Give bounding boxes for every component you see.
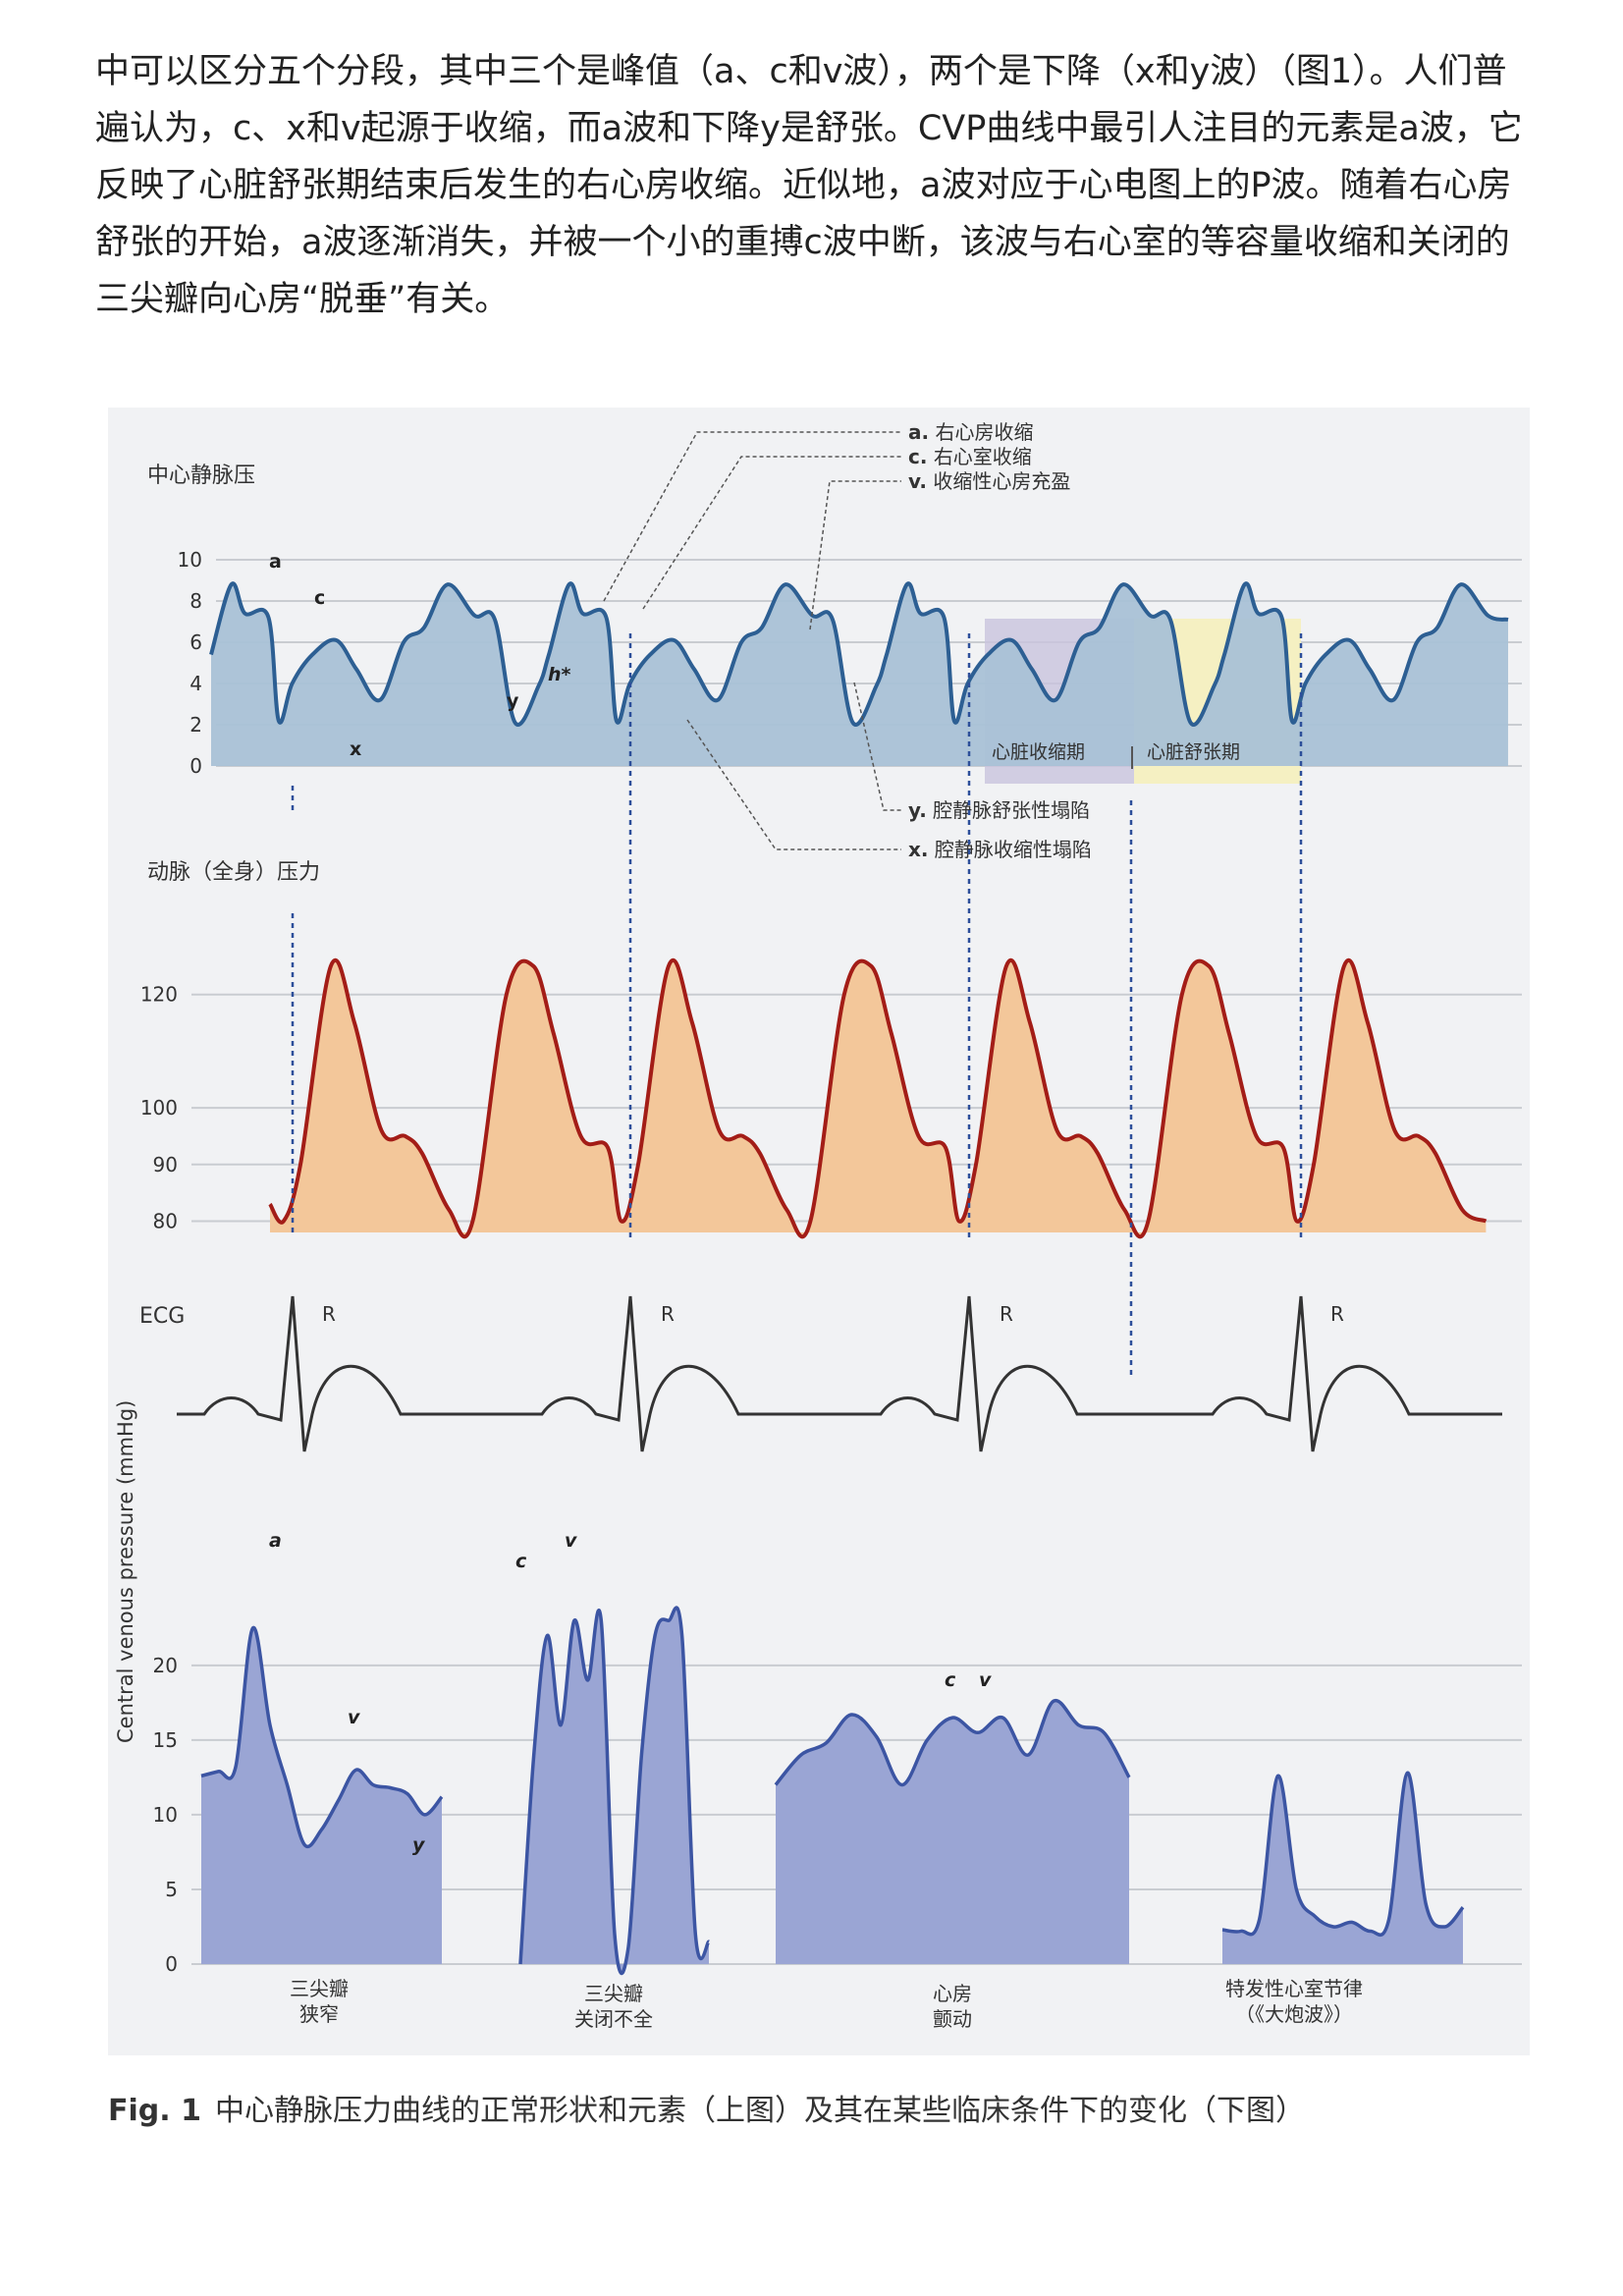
cvp-label-h: h* — [548, 664, 571, 685]
callout-v: v. 收缩性心房充盈 — [908, 469, 1070, 493]
clinical-curve-4 — [1221, 1771, 1465, 1938]
arterial-tick-2: 100 — [140, 1096, 178, 1120]
cvp-label-a: a — [269, 551, 282, 573]
callout-y-key: y. — [908, 798, 927, 822]
clinical-tick-1: 5 — [165, 1878, 178, 1901]
callout-c: c. 右心室收缩 — [908, 445, 1032, 468]
clin-label-c2: c — [945, 1669, 956, 1691]
body-paragraph: 中可以区分五个分段，其中三个是峰值（a、c和v波），两个是下降（x和y波）（图1… — [95, 52, 1523, 319]
clin-label-a: a — [269, 1530, 282, 1552]
clinical-y-label: Central venous pressure (mmHg) — [114, 1400, 137, 1743]
callout-x: x. 腔静脉收缩性塌陷 — [908, 838, 1092, 861]
clin-label-y: y — [412, 1834, 426, 1856]
cvp-label-y: y — [507, 690, 519, 712]
callout-y-text: 腔静脉舒张性塌陷 — [933, 798, 1090, 822]
ecg-r-1: R — [322, 1302, 336, 1326]
caption-label: Fig. 1 — [108, 2094, 201, 2128]
figure-svg: 中心静脉压 0 2 4 6 8 10 心脏收缩期 心脏舒张期 a c x y h* a. … — [108, 408, 1530, 2055]
systole-label: 心脏收缩期 — [992, 741, 1085, 763]
group-2-line1: 三尖瓣 — [584, 1982, 643, 2005]
clinical-tick-2: 10 — [153, 1803, 178, 1827]
callout-v-text: 收缩性心房充盈 — [933, 469, 1070, 493]
callout-c-text: 右心室收缩 — [934, 445, 1032, 468]
clin-label-v2: v — [979, 1669, 992, 1691]
clinical-areas — [200, 1606, 1465, 1976]
caption-text: 中心静脉压力曲线的正常形状和元素（上图）及其在某些临床条件下的变化（下图） — [214, 2094, 1305, 2128]
clinical-curve-1 — [200, 1626, 444, 1848]
cvp-title: 中心静脉压 — [147, 464, 255, 488]
clinical-area-1 — [201, 1627, 442, 1964]
cvp-tick-3: 6 — [189, 630, 202, 654]
diastole-label: 心脏舒张期 — [1147, 741, 1240, 763]
clinical-area-4 — [1222, 1773, 1463, 1964]
callout-a-text: 右心房收缩 — [935, 420, 1033, 444]
cvp-tick-5: 10 — [178, 548, 202, 572]
cvp-tick-4: 8 — [189, 589, 202, 613]
callout-lines — [603, 431, 901, 850]
callout-a-key: a. — [908, 420, 929, 444]
cvp-curve — [209, 581, 1509, 727]
group-1-line1: 三尖瓣 — [290, 1977, 349, 2000]
figure-caption: Fig. 1 中心静脉压力曲线的正常形状和元素（上图）及其在某些临床条件下的变化（… — [108, 2086, 1532, 2129]
group-4-line2: （《大炮波》） — [1235, 2002, 1353, 2026]
timing-markers — [291, 633, 1303, 1380]
cvp-tick-0: 0 — [189, 754, 202, 778]
ecg-curve — [177, 1295, 1502, 1452]
group-4-line1: 特发性心室节律 — [1225, 1977, 1363, 2000]
cvp-tick-2: 4 — [189, 672, 202, 695]
ecg-r-2: R — [661, 1302, 675, 1326]
group-3-line1: 心房 — [933, 1982, 972, 2005]
ecg-r-4: R — [1330, 1302, 1344, 1326]
arterial-area — [270, 959, 1487, 1237]
group-1-line2: 狭窄 — [299, 2002, 339, 2026]
clin-label-v-tr: v — [565, 1530, 577, 1552]
clinical-tick-4: 20 — [153, 1654, 178, 1677]
arterial-title: 动脉（全身）压力 — [147, 860, 320, 885]
callout-x-key: x. — [908, 838, 929, 861]
arterial-tick-0: 80 — [153, 1209, 178, 1232]
figure-1: 中心静脉压 0 2 4 6 8 10 心脏收缩期 心脏舒张期 a c x y h* a. … — [108, 408, 1530, 2057]
callout-x-text: 腔静脉收缩性塌陷 — [935, 838, 1092, 861]
arterial-y-ticks: 80 90 100 120 — [140, 983, 178, 1233]
clinical-curve-3 — [774, 1698, 1131, 1787]
ecg-r-3: R — [1000, 1302, 1013, 1326]
cvp-area — [211, 583, 1508, 766]
ecg-title: ECG — [139, 1304, 185, 1329]
clin-label-c: c — [515, 1551, 527, 1572]
clinical-tick-0: 0 — [165, 1952, 178, 1976]
arterial-curve — [268, 957, 1488, 1239]
arterial-tick-1: 90 — [153, 1153, 178, 1176]
clinical-y-ticks: 0 5 10 15 20 — [153, 1654, 178, 1976]
group-2-line2: 关闭不全 — [574, 2007, 653, 2031]
cvp-y-ticks: 0 2 4 6 8 10 — [178, 548, 202, 778]
clinical-area-3 — [776, 1700, 1129, 1964]
callout-c-key: c. — [908, 445, 927, 468]
clinical-curve-2 — [518, 1606, 711, 1976]
callout-y: y. 腔静脉舒张性塌陷 — [908, 798, 1090, 822]
clinical-tick-3: 15 — [153, 1728, 178, 1752]
callout-v-key: v. — [908, 469, 927, 493]
group-3-line2: 颤动 — [933, 2007, 972, 2031]
arterial-tick-3: 120 — [140, 983, 178, 1007]
clin-label-v: v — [348, 1707, 360, 1728]
cvp-tick-1: 2 — [189, 713, 202, 737]
clinical-area-2 — [520, 1608, 709, 1974]
cvp-label-c: c — [314, 587, 325, 609]
cvp-label-x: x — [350, 738, 361, 760]
callout-a: a. 右心房收缩 — [908, 420, 1033, 444]
